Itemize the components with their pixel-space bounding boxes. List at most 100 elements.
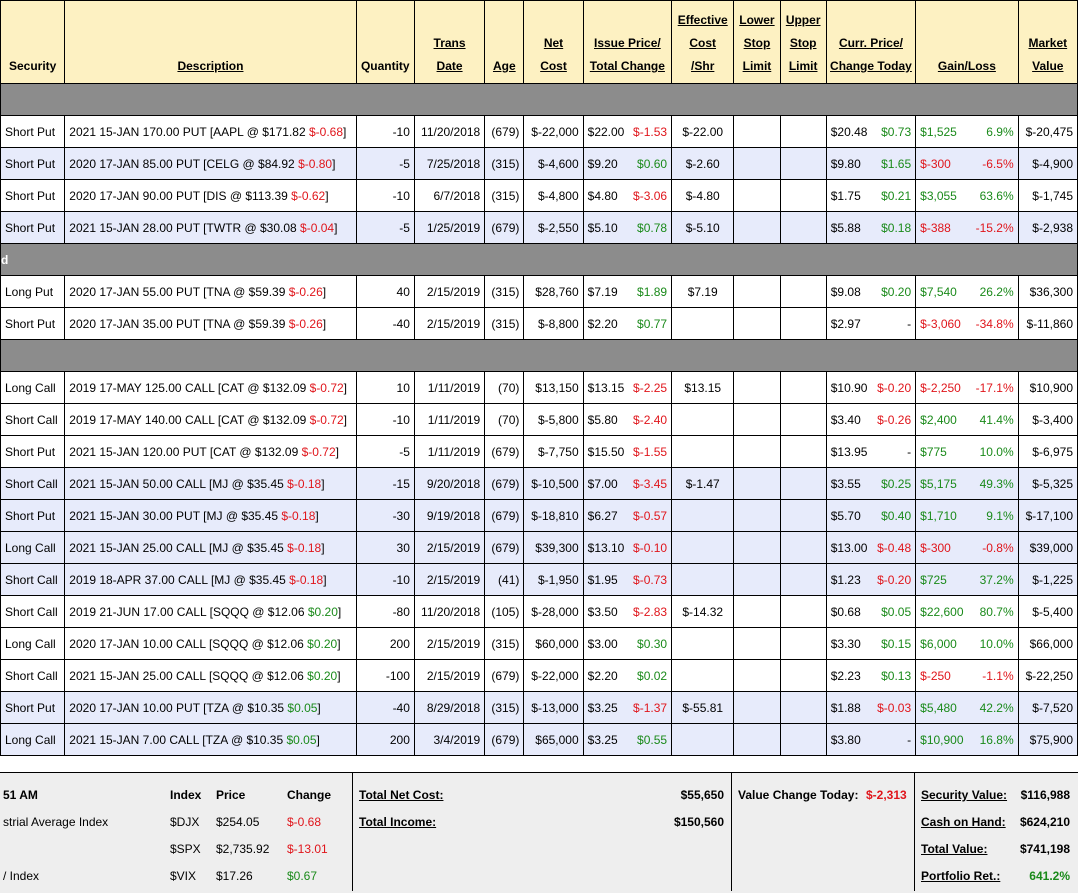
lower-stop-limit[interactable] — [733, 403, 781, 436]
table-row[interactable]: Long Call 2020 17-JAN 10.00 CALL [SQQQ @ … — [0, 627, 1078, 660]
lower-stop-limit[interactable] — [733, 147, 781, 180]
lower-stop-limit[interactable] — [733, 563, 781, 596]
lower-stop-limit[interactable] — [733, 275, 781, 308]
col-trans-date[interactable]: Trans Date — [413, 0, 486, 84]
table-row[interactable]: Short Put 2021 15-JAN 28.00 PUT [TWTR @ $… — [0, 211, 1078, 244]
table-row[interactable]: Long Call 2021 15-JAN 25.00 CALL [MJ @ $3… — [0, 531, 1078, 564]
security-value-label[interactable]: Security Value: — [921, 788, 1008, 802]
table-row[interactable]: Long Put 2020 17-JAN 55.00 PUT [TNA @ $59… — [0, 275, 1078, 308]
table-row[interactable]: Short Call 2021 15-JAN 50.00 CALL [MJ @ $… — [0, 467, 1078, 500]
lower-stop-limit[interactable] — [733, 211, 781, 244]
upper-stop-limit[interactable] — [779, 467, 827, 500]
upper-stop-limit[interactable] — [779, 691, 827, 724]
description[interactable]: 2019 17-MAY 140.00 CALL [CAT @ $132.09 $… — [64, 403, 357, 436]
lower-stop-limit[interactable] — [733, 723, 781, 756]
description[interactable]: 2020 17-JAN 10.00 PUT [TZA @ $10.35 $0.0… — [64, 691, 357, 724]
market-value: $66,000 — [1017, 627, 1078, 660]
table-row[interactable]: Short Put 2020 17-JAN 85.00 PUT [CELG @ $… — [0, 147, 1078, 180]
description[interactable]: 2021 15-JAN 7.00 CALL [TZA @ $10.35 $0.0… — [64, 723, 357, 756]
upper-stop-limit[interactable] — [779, 179, 827, 212]
cash-label[interactable]: Cash on Hand: — [921, 815, 1006, 829]
col-market-value[interactable]: Market Value — [1017, 0, 1078, 84]
index-symbol[interactable]: $SPX — [170, 842, 201, 856]
lower-stop-limit[interactable] — [733, 179, 781, 212]
lower-stop-limit[interactable] — [733, 627, 781, 660]
table-row[interactable]: Short Call 2021 15-JAN 25.00 CALL [SQQQ @… — [0, 659, 1078, 692]
lower-stop-limit[interactable] — [733, 467, 781, 500]
lower-stop-limit[interactable] — [733, 691, 781, 724]
description[interactable]: 2020 17-JAN 85.00 PUT [CELG @ $84.92 $-0… — [64, 147, 357, 180]
upper-stop-limit[interactable] — [779, 627, 827, 660]
table-row[interactable]: Short Put 2021 15-JAN 120.00 PUT [CAT @ $… — [0, 435, 1078, 468]
lower-stop-limit[interactable] — [733, 371, 781, 404]
upper-stop-limit[interactable] — [779, 211, 827, 244]
index-symbol[interactable]: $DJX — [170, 815, 200, 829]
upper-stop-limit[interactable] — [779, 531, 827, 564]
upper-stop-limit[interactable] — [779, 435, 827, 468]
description[interactable]: 2020 17-JAN 35.00 PUT [TNA @ $59.39 $-0.… — [64, 307, 357, 340]
col-net-cost[interactable]: Net Cost — [523, 0, 584, 84]
upper-stop-limit[interactable] — [779, 499, 827, 532]
col-security[interactable]: Security — [0, 0, 66, 84]
issue-price: $5.10 $0.78 — [582, 211, 673, 244]
total-net-cost-label[interactable]: Total Net Cost: — [359, 788, 444, 802]
col-issue-price[interactable]: Issue Price/Total Change — [582, 0, 673, 84]
description[interactable]: 2021 15-JAN 25.00 CALL [SQQQ @ $12.06 $0… — [64, 659, 357, 692]
col-upper-stop[interactable]: Upper Stop Limit — [779, 0, 827, 84]
security-type: Short Put — [0, 115, 66, 148]
portfolio-return-label[interactable]: Portfolio Ret.: — [921, 869, 1001, 883]
description[interactable]: 2021 15-JAN 28.00 PUT [TWTR @ $30.08 $-0… — [64, 211, 357, 244]
description[interactable]: 2020 17-JAN 10.00 CALL [SQQQ @ $12.06 $0… — [64, 627, 357, 660]
upper-stop-limit[interactable] — [779, 403, 827, 436]
change-header: Change — [287, 788, 332, 802]
col-age[interactable]: Age — [484, 0, 525, 84]
index-symbol[interactable]: $VIX — [170, 869, 197, 883]
upper-stop-limit[interactable] — [779, 563, 827, 596]
upper-stop-limit[interactable] — [779, 115, 827, 148]
upper-stop-limit[interactable] — [779, 595, 827, 628]
description[interactable]: 2020 17-JAN 90.00 PUT [DIS @ $113.39 $-0… — [64, 179, 357, 212]
table-row[interactable]: Long Call 2021 15-JAN 7.00 CALL [TZA @ $1… — [0, 723, 1078, 756]
lower-stop-limit[interactable] — [733, 531, 781, 564]
col-effective-cost[interactable]: Effective Cost/Shr — [671, 0, 735, 84]
lower-stop-limit[interactable] — [733, 435, 781, 468]
upper-stop-limit[interactable] — [779, 723, 827, 756]
description[interactable]: 2021 15-JAN 30.00 PUT [MJ @ $35.45 $-0.1… — [64, 499, 357, 532]
total-value-label[interactable]: Total Value: — [921, 842, 988, 856]
table-row[interactable]: Short Call 2019 21-JUN 17.00 CALL [SQQQ @… — [0, 595, 1078, 628]
table-row[interactable]: Short Call 2019 17-MAY 140.00 CALL [CAT @… — [0, 403, 1078, 436]
upper-stop-limit[interactable] — [779, 371, 827, 404]
description[interactable]: 2021 15-JAN 120.00 PUT [CAT @ $132.09 $-… — [64, 435, 357, 468]
col-gain-loss[interactable]: Gain/Loss — [915, 0, 1019, 84]
description[interactable]: 2021 15-JAN 50.00 CALL [MJ @ $35.45 $-0.… — [64, 467, 357, 500]
description[interactable]: 2021 15-JAN 170.00 PUT [AAPL @ $171.82 $… — [64, 115, 357, 148]
change-today: $0.05 — [881, 604, 912, 619]
lower-stop-limit[interactable] — [733, 499, 781, 532]
security-type: Short Call — [0, 563, 66, 596]
table-row[interactable]: Short Put 2020 17-JAN 35.00 PUT [TNA @ $5… — [0, 307, 1078, 340]
table-row[interactable]: Long Call 2019 17-MAY 125.00 CALL [CAT @ … — [0, 371, 1078, 404]
upper-stop-limit[interactable] — [779, 275, 827, 308]
upper-stop-limit[interactable] — [779, 659, 827, 692]
lower-stop-limit[interactable] — [733, 307, 781, 340]
col-description[interactable]: Description — [64, 0, 357, 84]
table-row[interactable]: Short Put 2020 17-JAN 10.00 PUT [TZA @ $1… — [0, 691, 1078, 724]
description[interactable]: 2020 17-JAN 55.00 PUT [TNA @ $59.39 $-0.… — [64, 275, 357, 308]
table-row[interactable]: Short Put 2020 17-JAN 90.00 PUT [DIS @ $1… — [0, 179, 1078, 212]
col-current-price[interactable]: Curr. Price/Change Today — [825, 0, 917, 84]
col-quantity[interactable]: Quantity — [355, 0, 415, 84]
col-lower-stop[interactable]: Lower Stop Limit — [733, 0, 781, 84]
table-row[interactable]: Short Put 2021 15-JAN 30.00 PUT [MJ @ $35… — [0, 499, 1078, 532]
upper-stop-limit[interactable] — [779, 307, 827, 340]
lower-stop-limit[interactable] — [733, 595, 781, 628]
description[interactable]: 2019 21-JUN 17.00 CALL [SQQQ @ $12.06 $0… — [64, 595, 357, 628]
description[interactable]: 2019 18-APR 37.00 CALL [MJ @ $35.45 $-0.… — [64, 563, 357, 596]
table-row[interactable]: Short Call 2019 18-APR 37.00 CALL [MJ @ $… — [0, 563, 1078, 596]
lower-stop-limit[interactable] — [733, 659, 781, 692]
table-row[interactable]: Short Put 2021 15-JAN 170.00 PUT [AAPL @ … — [0, 115, 1078, 148]
lower-stop-limit[interactable] — [733, 115, 781, 148]
description[interactable]: 2019 17-MAY 125.00 CALL [CAT @ $132.09 $… — [64, 371, 357, 404]
description[interactable]: 2021 15-JAN 25.00 CALL [MJ @ $35.45 $-0.… — [64, 531, 357, 564]
total-income-label[interactable]: Total Income: — [359, 815, 437, 829]
upper-stop-limit[interactable] — [779, 147, 827, 180]
